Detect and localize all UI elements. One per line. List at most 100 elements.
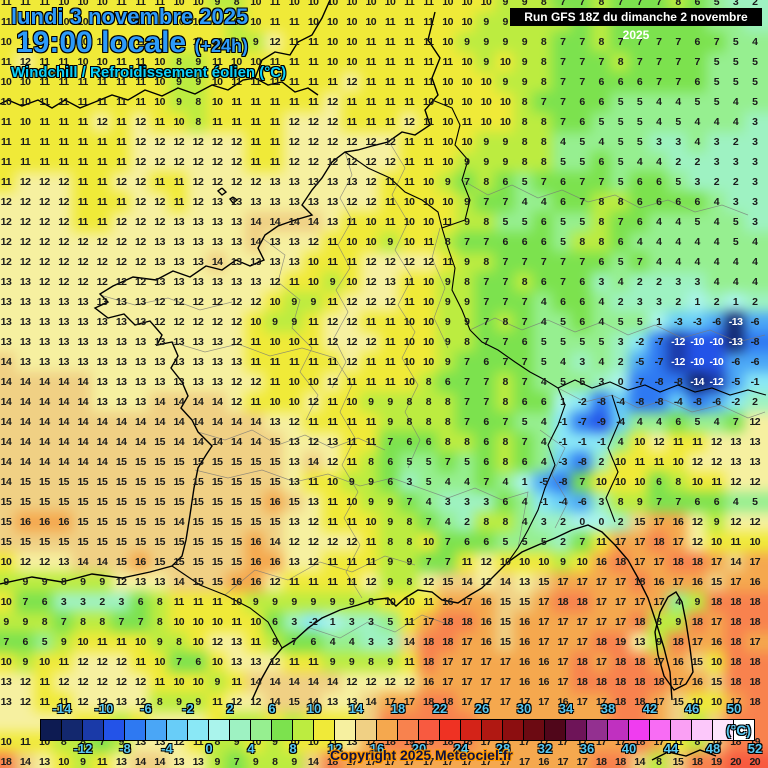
field-cell bbox=[513, 112, 535, 134]
field-cell bbox=[283, 172, 305, 194]
field-cell bbox=[648, 192, 670, 214]
field-cell bbox=[590, 252, 612, 274]
field-cell bbox=[456, 192, 478, 214]
field-cell bbox=[686, 32, 708, 54]
field-cell bbox=[321, 252, 343, 274]
field-cell bbox=[533, 172, 555, 194]
field-cell bbox=[379, 252, 401, 274]
field-cell bbox=[53, 192, 75, 214]
field-cell bbox=[725, 112, 747, 134]
field-cell bbox=[533, 232, 555, 254]
field-cell bbox=[609, 72, 631, 94]
field-cell bbox=[0, 32, 17, 54]
field-cell bbox=[91, 0, 113, 14]
field-cell bbox=[648, 172, 670, 194]
field-cell bbox=[110, 0, 132, 14]
scale-cell bbox=[566, 720, 586, 740]
field-cell bbox=[360, 212, 382, 234]
field-cell bbox=[302, 252, 324, 274]
field-cell bbox=[283, 0, 305, 14]
field-cell bbox=[552, 152, 574, 174]
scale-tick-label: 18 bbox=[390, 701, 406, 716]
field-cell bbox=[513, 92, 535, 114]
field-cell bbox=[110, 52, 132, 74]
field-cell bbox=[590, 272, 612, 294]
scale-cell bbox=[230, 720, 250, 740]
field-cell bbox=[283, 72, 305, 94]
field-cell bbox=[456, 12, 478, 34]
field-cell bbox=[494, 212, 516, 234]
scale-cell bbox=[629, 720, 649, 740]
field-cell bbox=[494, 152, 516, 174]
field-cell bbox=[379, 92, 401, 114]
grid-value: 5 bbox=[752, 496, 758, 508]
scale-cell bbox=[398, 720, 418, 740]
field-cell bbox=[0, 232, 17, 254]
field-cell bbox=[533, 252, 555, 274]
field-cell bbox=[33, 0, 55, 14]
field-cell bbox=[168, 0, 190, 14]
field-cell bbox=[341, 232, 363, 254]
field-cell bbox=[149, 52, 171, 74]
field-cell bbox=[571, 172, 593, 194]
field-cell bbox=[14, 232, 36, 254]
field-cell bbox=[360, 172, 382, 194]
field-cell bbox=[475, 52, 497, 74]
scale-tick-label: 36 bbox=[579, 741, 595, 756]
field-cell bbox=[187, 12, 209, 34]
field-cell bbox=[264, 32, 286, 54]
field-cell bbox=[667, 92, 689, 114]
field-cell bbox=[744, 92, 768, 114]
field-cell bbox=[725, 32, 747, 54]
field-cell bbox=[302, 272, 324, 294]
field-cell bbox=[72, 272, 94, 294]
field-cell bbox=[129, 52, 151, 74]
field-cell bbox=[225, 152, 247, 174]
field-cell bbox=[14, 92, 36, 114]
grid-value: 13 bbox=[749, 456, 761, 468]
scale-cell bbox=[671, 720, 691, 740]
field-cell bbox=[494, 232, 516, 254]
field-cell bbox=[168, 92, 190, 114]
field-cell bbox=[110, 172, 132, 194]
forecast-offset: (+24h) bbox=[194, 36, 248, 56]
field-cell bbox=[302, 52, 324, 74]
field-cell bbox=[91, 172, 113, 194]
field-cell bbox=[245, 192, 267, 214]
field-cell bbox=[264, 272, 286, 294]
field-cell bbox=[33, 212, 55, 234]
grid-value: -8 bbox=[750, 336, 760, 348]
grid-value: 2 bbox=[752, 296, 758, 308]
field-cell bbox=[629, 52, 651, 74]
field-cell bbox=[494, 172, 516, 194]
field-cell bbox=[475, 172, 497, 194]
field-cell bbox=[91, 72, 113, 94]
field-cell bbox=[110, 92, 132, 114]
field-cell bbox=[72, 12, 94, 34]
field-cell bbox=[0, 212, 17, 234]
field-cell bbox=[494, 132, 516, 154]
field-cell bbox=[187, 32, 209, 54]
grid-value: 4 bbox=[752, 36, 758, 48]
field-cell bbox=[398, 132, 420, 154]
field-cell bbox=[149, 72, 171, 94]
field-cell bbox=[302, 132, 324, 154]
field-cell bbox=[667, 152, 689, 174]
field-cell bbox=[225, 92, 247, 114]
parameter-title: Windchill / Refroidissement éolien (°C) bbox=[11, 64, 287, 81]
field-cell bbox=[33, 252, 55, 274]
field-cell bbox=[264, 92, 286, 114]
field-cell bbox=[72, 172, 94, 194]
field-cell bbox=[0, 0, 17, 14]
grid-value: 12 bbox=[749, 476, 761, 488]
field-cell bbox=[341, 272, 363, 294]
field-cell bbox=[533, 32, 555, 54]
field-cell bbox=[168, 52, 190, 74]
field-cell bbox=[129, 212, 151, 234]
scale-cell bbox=[356, 720, 376, 740]
field-cell bbox=[398, 12, 420, 34]
field-cell bbox=[110, 72, 132, 94]
field-cell bbox=[667, 172, 689, 194]
grid-value: 4 bbox=[752, 236, 758, 248]
field-cell bbox=[379, 152, 401, 174]
